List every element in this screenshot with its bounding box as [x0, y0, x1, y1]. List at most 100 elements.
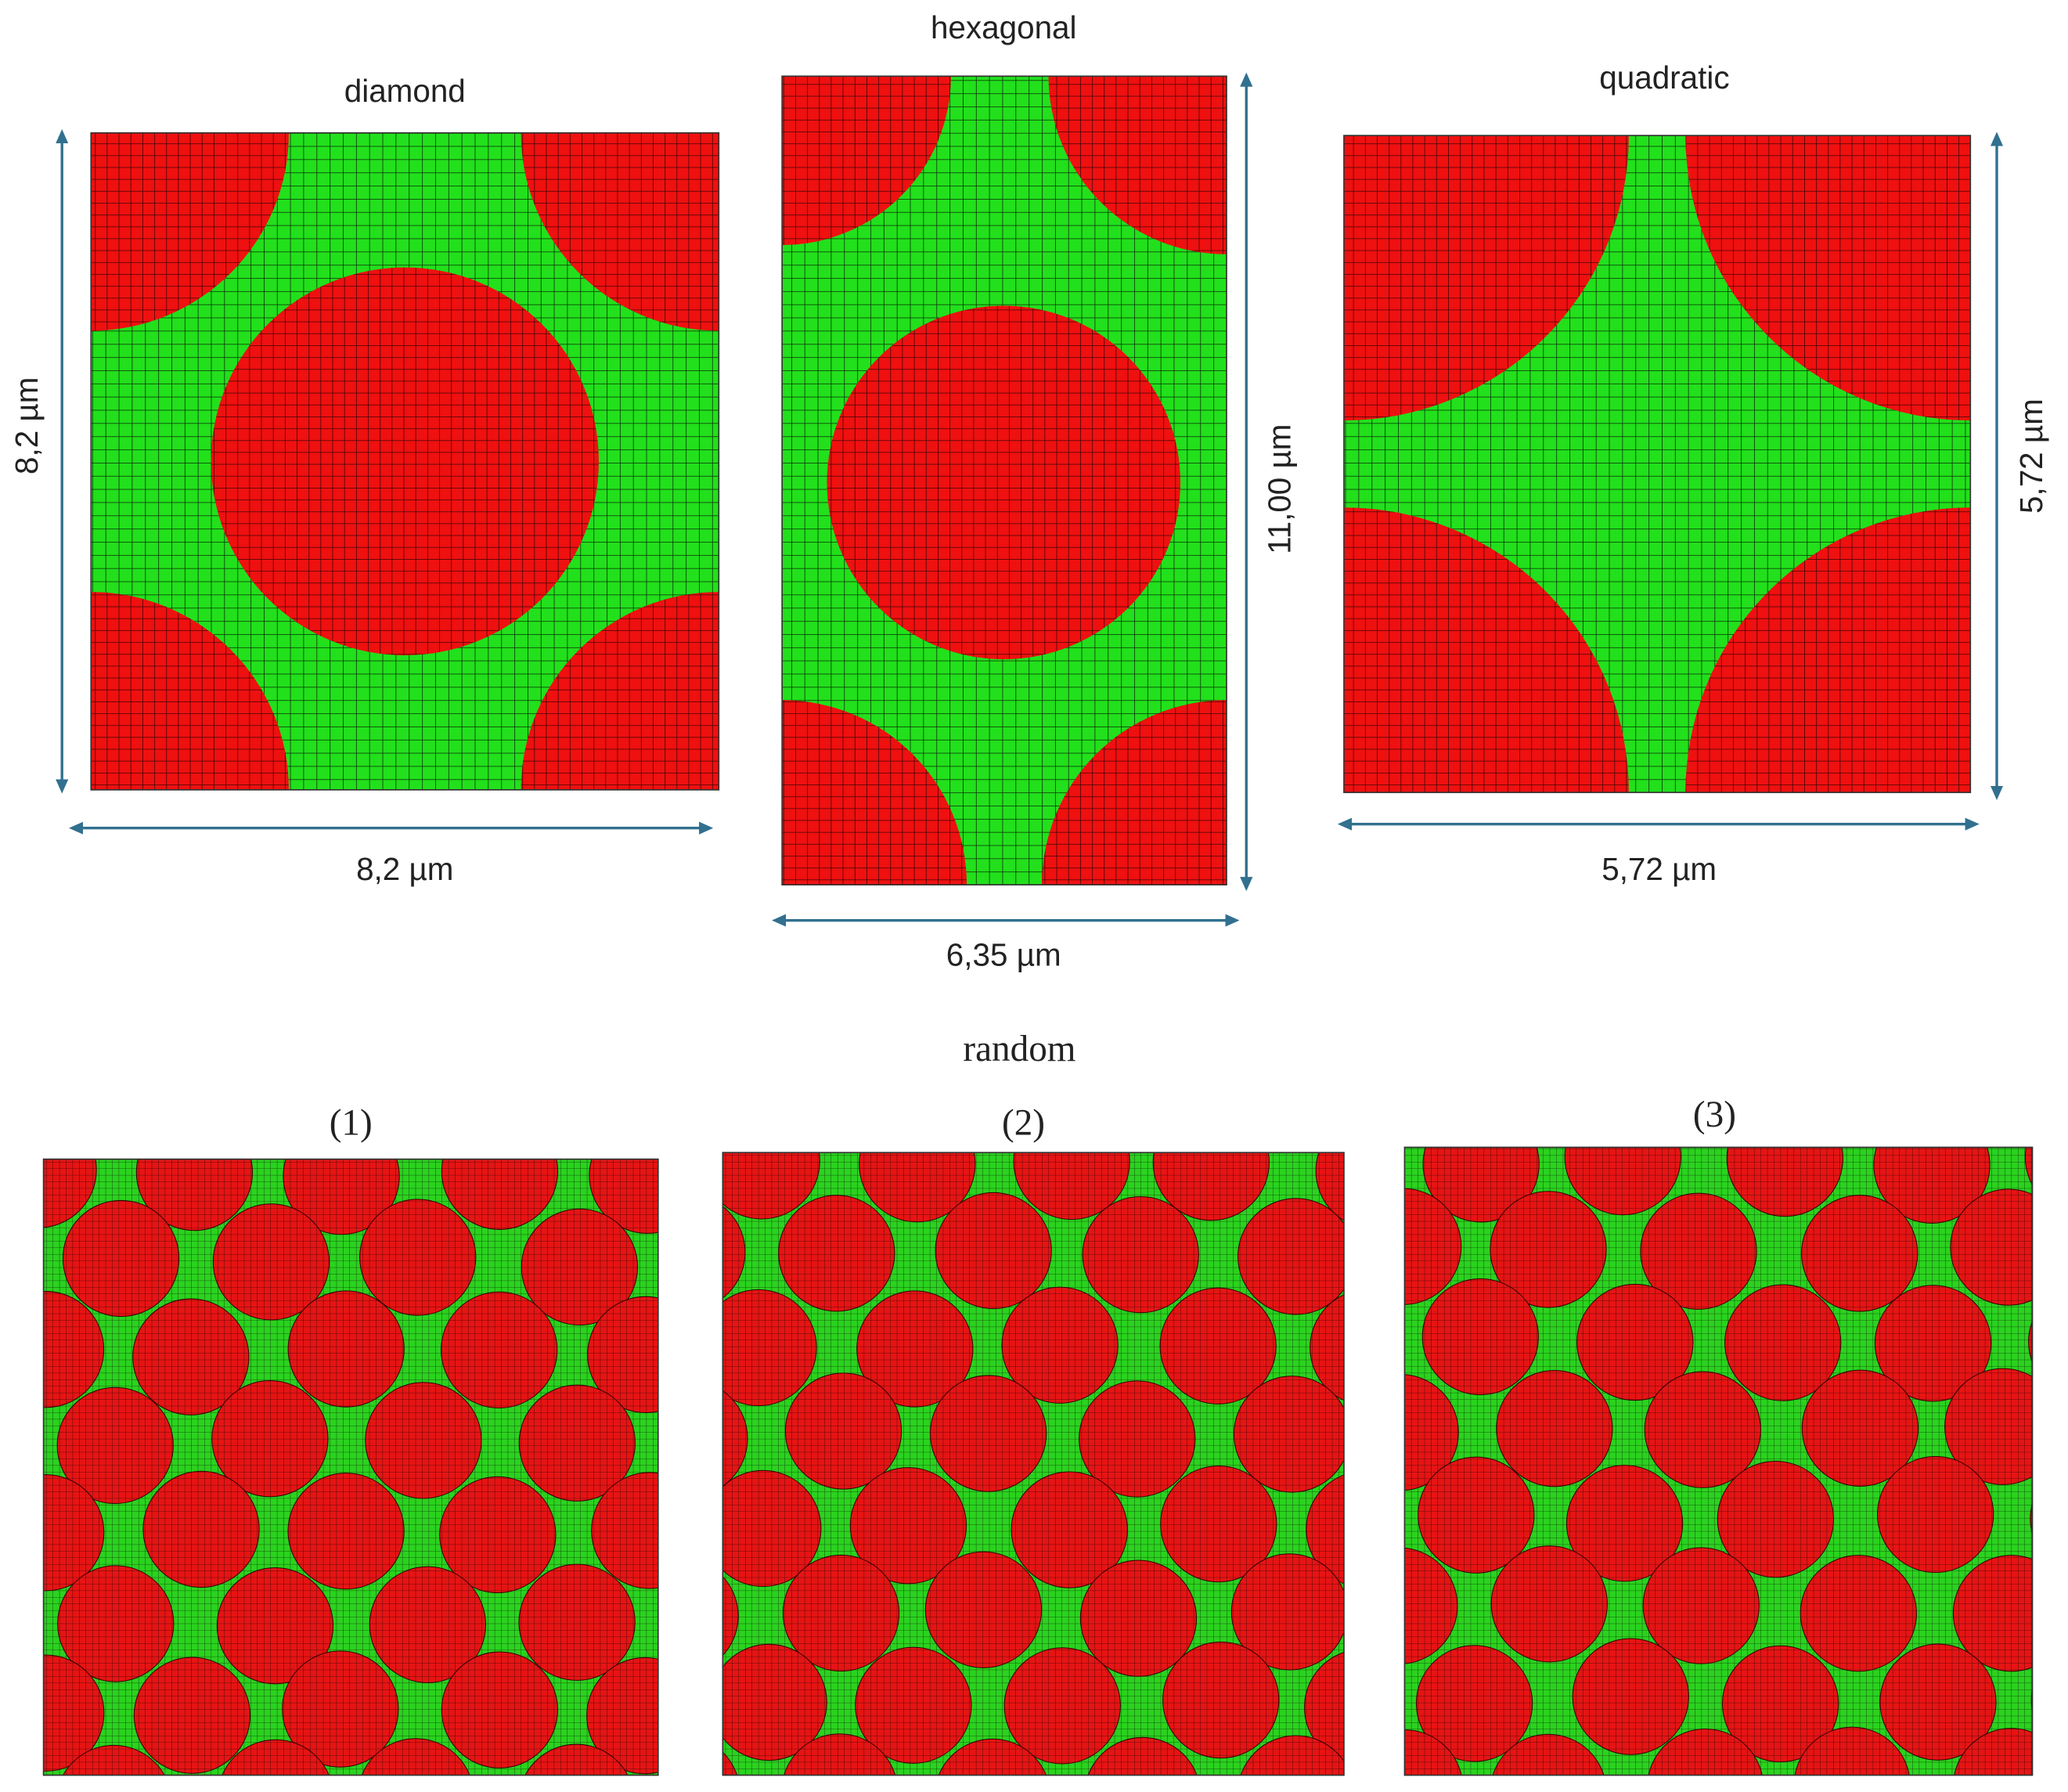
random-panel	[1404, 1147, 2033, 1776]
fiber	[1152, 1152, 1270, 1221]
fiber	[784, 1733, 896, 1776]
fiber	[1422, 1147, 1540, 1223]
fiber	[365, 1382, 482, 1499]
fiber	[441, 1651, 558, 1769]
width-label: 8,2 µm	[356, 851, 453, 887]
fiber	[589, 1159, 658, 1234]
fiber	[518, 1563, 636, 1681]
fiber	[930, 1375, 1047, 1492]
diamond-cell	[91, 132, 719, 790]
fiber	[1238, 1198, 1344, 1315]
fiber	[1564, 1147, 1681, 1216]
fiber	[924, 1551, 1043, 1668]
fiber	[56, 1386, 174, 1505]
fiber	[1011, 1471, 1128, 1588]
fiber	[1644, 1371, 1761, 1488]
fiber	[211, 1380, 329, 1498]
fiber	[935, 1192, 1052, 1310]
fiber	[1306, 1474, 1344, 1585]
fiber	[1648, 1729, 1763, 1776]
fiber	[938, 1738, 1047, 1776]
panel-label: (2)	[1002, 1102, 1045, 1143]
fiber	[722, 1206, 746, 1299]
fiber	[1233, 1376, 1344, 1493]
fiber	[856, 1290, 974, 1408]
fiber	[1404, 1374, 1459, 1491]
random-panel	[722, 1152, 1344, 1776]
fiber	[1240, 1735, 1344, 1776]
fiber	[43, 1654, 105, 1772]
fiber	[1421, 1278, 1539, 1396]
panel-border	[1403, 1146, 2034, 1776]
panel-label: (1)	[330, 1102, 373, 1143]
random-cells	[0, 1146, 2034, 1792]
fiber	[1873, 1147, 1991, 1224]
fiber	[441, 1291, 558, 1409]
fiber	[1874, 1285, 1992, 1402]
fiber	[1800, 1555, 1917, 1672]
fiber	[43, 1474, 105, 1592]
fiber	[0, 1742, 26, 1792]
fiber	[591, 1472, 658, 1589]
fiber	[43, 1159, 97, 1228]
fiber	[135, 1159, 254, 1231]
fiber	[1640, 1192, 1757, 1310]
fiber	[784, 1372, 902, 1490]
fiber	[1717, 1460, 1835, 1578]
quadratic-cell	[1343, 135, 1971, 793]
cell-title: quadratic	[1599, 59, 1729, 96]
fiber	[1801, 1369, 1919, 1487]
fiber	[1013, 1152, 1130, 1221]
fiber	[43, 1291, 105, 1408]
fiber	[518, 1384, 636, 1502]
fiber	[1576, 1283, 1694, 1401]
fiber	[1492, 1733, 1605, 1776]
fiber	[212, 1203, 330, 1321]
fiber	[142, 1470, 260, 1588]
panel-border	[722, 1152, 1345, 1776]
fiber	[0, 1559, 28, 1675]
cell-title: diamond	[344, 73, 466, 109]
fiber	[1079, 1559, 1198, 1677]
fiber	[722, 1469, 822, 1588]
fiber	[722, 1289, 817, 1407]
fiber	[1642, 1547, 1760, 1664]
fiber	[524, 1743, 629, 1776]
fiber	[287, 1473, 405, 1590]
fiber	[1721, 1645, 1839, 1763]
fiber	[855, 1646, 972, 1764]
fiber	[1003, 1647, 1121, 1765]
fiber	[441, 1159, 559, 1230]
fiber	[1565, 1465, 1684, 1582]
fiber	[2030, 1687, 2033, 1714]
fiber	[216, 1567, 334, 1685]
fiber	[722, 1152, 820, 1220]
fiber	[133, 1657, 251, 1774]
height-label: 8,2 µm	[9, 377, 45, 474]
fiber	[1087, 1736, 1198, 1776]
fiber	[2030, 1502, 2033, 1536]
fiber	[287, 1290, 405, 1408]
fiber	[1944, 1368, 2033, 1485]
cell-title: hexagonal	[931, 9, 1077, 45]
fiber	[1572, 1638, 1689, 1755]
width-label: 6,35 µm	[946, 937, 1061, 973]
fiber	[1404, 1188, 1462, 1305]
fiber	[1496, 1370, 1613, 1487]
fiber	[1310, 1294, 1344, 1401]
fiber	[1082, 1195, 1199, 1314]
fiber	[1001, 1286, 1119, 1404]
fiber	[1954, 1728, 2033, 1776]
fiber	[1160, 1465, 1277, 1583]
fiber	[587, 1296, 658, 1413]
section-title: random	[963, 1029, 1075, 1069]
fiber	[778, 1195, 895, 1312]
fiber	[62, 1744, 165, 1776]
fiber	[1794, 1726, 1910, 1776]
fiber	[1079, 1380, 1196, 1498]
fiber	[722, 1751, 738, 1776]
height-label: 5,72 µm	[2013, 398, 2049, 514]
height-label: 11,00 µm	[1261, 424, 1297, 554]
